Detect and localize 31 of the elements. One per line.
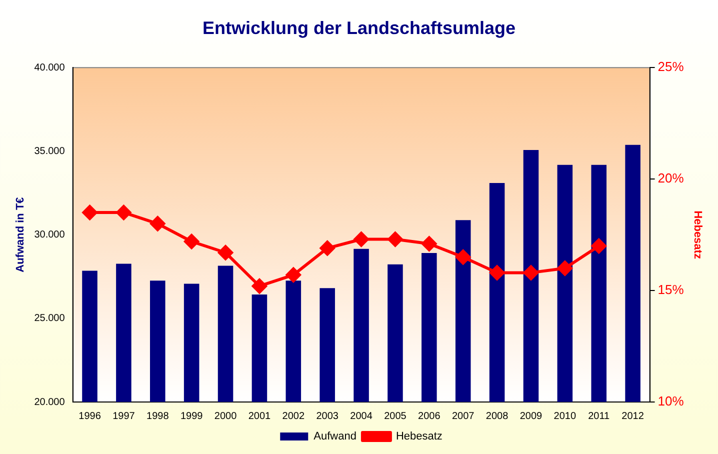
x-tick-label: 2000 — [214, 410, 238, 422]
x-tick-label: 2007 — [452, 410, 475, 422]
x-tick-label: 1999 — [180, 410, 204, 422]
x-tick-label: 1998 — [146, 410, 170, 422]
y-axis-title: Aufwand in T€ — [14, 197, 27, 272]
x-tick-label: 1996 — [78, 410, 102, 422]
x-tick-label: 2006 — [418, 410, 441, 422]
x-tick-label: 2012 — [622, 410, 644, 422]
chart-title: Entwicklung der Landschaftsumlage — [202, 18, 516, 38]
x-tick-label: 2003 — [316, 410, 339, 422]
x-tick-label: 2011 — [588, 410, 610, 422]
x-tick-label: 2004 — [350, 410, 373, 422]
x-tick-label: 2005 — [384, 410, 407, 422]
x-tick-label: 2010 — [554, 410, 576, 422]
y-tick-label: 35.000 — [34, 146, 66, 157]
y2-tick-label: 10% — [658, 394, 684, 409]
x-tick-label: 2001 — [248, 410, 272, 422]
y2-tick-label: 25% — [658, 59, 684, 74]
x-tick-label: 2002 — [282, 410, 305, 422]
y2-tick-label: 20% — [658, 170, 684, 186]
y-tick-label: 40.000 — [34, 62, 66, 74]
y2-axis-title: Hebesatz — [691, 210, 704, 260]
x-tick-label: 1997 — [112, 410, 136, 422]
legend-label: Aufwand — [314, 430, 356, 443]
y-tick-label: 30.000 — [34, 230, 66, 241]
y-tick-label: 25.000 — [34, 313, 66, 324]
x-tick-label: 2008 — [486, 410, 509, 422]
x-tick-label: 2009 — [520, 410, 543, 422]
y-tick-label: 20.000 — [34, 396, 66, 408]
legend-label: Hebesatz — [396, 430, 442, 443]
y2-tick-label: 15% — [658, 282, 684, 298]
